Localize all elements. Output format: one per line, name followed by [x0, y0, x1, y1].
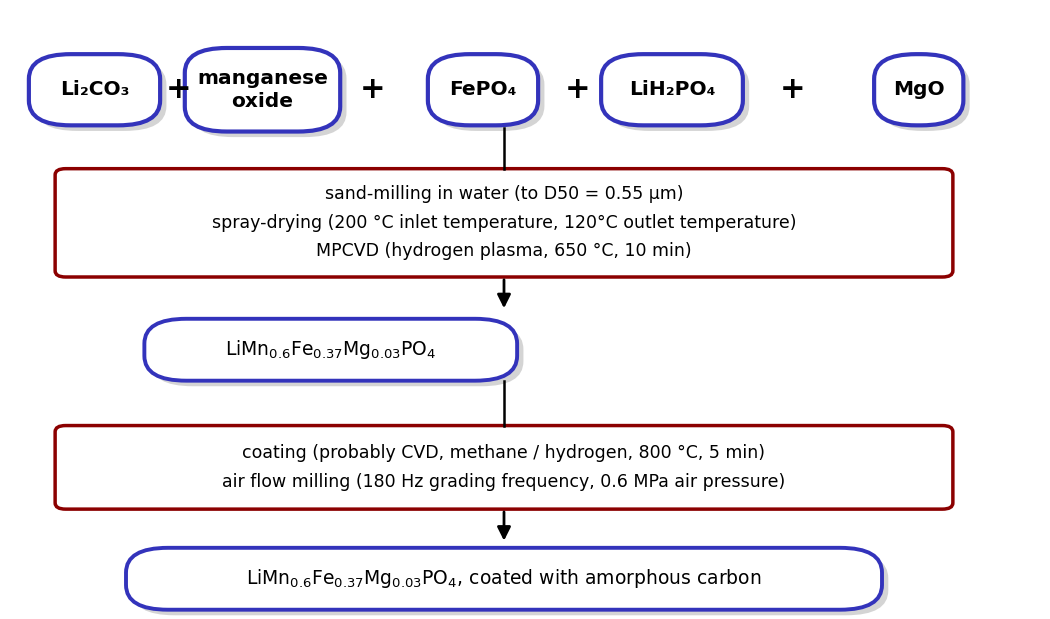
Text: MgO: MgO: [892, 80, 945, 99]
Text: sand-milling in water (to D50 = 0.55 μm)
spray-drying (200 °C inlet temperature,: sand-milling in water (to D50 = 0.55 μm)…: [212, 185, 796, 261]
FancyBboxPatch shape: [874, 54, 964, 125]
FancyBboxPatch shape: [880, 60, 970, 131]
FancyBboxPatch shape: [55, 168, 953, 277]
Text: manganese
oxide: manganese oxide: [197, 69, 328, 111]
FancyBboxPatch shape: [601, 54, 743, 125]
FancyBboxPatch shape: [36, 60, 166, 131]
FancyBboxPatch shape: [428, 54, 539, 125]
FancyBboxPatch shape: [151, 324, 523, 386]
FancyBboxPatch shape: [55, 426, 953, 509]
FancyBboxPatch shape: [185, 48, 340, 132]
Text: Li₂CO₃: Li₂CO₃: [60, 80, 129, 99]
Text: coating (probably CVD, methane / hydrogen, 800 °C, 5 min)
air flow milling (180 : coating (probably CVD, methane / hydroge…: [223, 444, 785, 491]
FancyBboxPatch shape: [28, 54, 160, 125]
FancyBboxPatch shape: [607, 60, 750, 131]
Text: +: +: [360, 76, 385, 104]
FancyBboxPatch shape: [191, 53, 346, 137]
Text: LiH₂PO₄: LiH₂PO₄: [629, 80, 715, 99]
Text: +: +: [565, 76, 590, 104]
FancyBboxPatch shape: [132, 553, 888, 615]
Text: FePO₄: FePO₄: [449, 80, 517, 99]
Text: $\mathregular{LiMn_{0.6}Fe_{0.37}Mg_{0.03}PO_4}$, coated with amorphous carbon: $\mathregular{LiMn_{0.6}Fe_{0.37}Mg_{0.0…: [247, 567, 761, 591]
Text: $\mathregular{LiMn_{0.6}Fe_{0.37}Mg_{0.03}PO_4}$: $\mathregular{LiMn_{0.6}Fe_{0.37}Mg_{0.0…: [225, 338, 437, 361]
FancyBboxPatch shape: [435, 60, 545, 131]
FancyBboxPatch shape: [145, 319, 517, 381]
Text: +: +: [780, 76, 805, 104]
FancyBboxPatch shape: [126, 548, 882, 610]
Text: +: +: [166, 76, 191, 104]
